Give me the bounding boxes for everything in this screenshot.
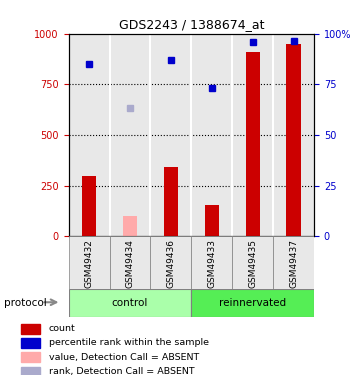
Text: count: count: [49, 324, 75, 333]
Text: GSM49437: GSM49437: [289, 239, 298, 288]
Bar: [151, 236, 191, 289]
Text: GSM49432: GSM49432: [84, 239, 93, 288]
Bar: [82, 176, 96, 236]
Bar: [191, 236, 232, 289]
Bar: [164, 167, 178, 236]
Bar: [245, 52, 260, 236]
Text: rank, Detection Call = ABSENT: rank, Detection Call = ABSENT: [49, 367, 194, 375]
Text: protocol: protocol: [4, 298, 46, 307]
Text: GSM49435: GSM49435: [248, 239, 257, 288]
Text: GSM49433: GSM49433: [207, 239, 216, 288]
Bar: [205, 205, 219, 236]
Bar: [273, 236, 314, 289]
Bar: [109, 236, 151, 289]
Bar: [123, 216, 137, 236]
Bar: [287, 44, 301, 236]
Bar: [191, 289, 314, 317]
Text: percentile rank within the sample: percentile rank within the sample: [49, 339, 209, 348]
Title: GDS2243 / 1388674_at: GDS2243 / 1388674_at: [118, 18, 264, 31]
Text: GSM49434: GSM49434: [126, 239, 134, 288]
Bar: [232, 236, 273, 289]
Text: reinnervated: reinnervated: [219, 298, 286, 308]
Text: value, Detection Call = ABSENT: value, Detection Call = ABSENT: [49, 352, 199, 362]
Bar: [21, 367, 40, 375]
Bar: [69, 289, 191, 317]
Bar: [21, 338, 40, 348]
Bar: [21, 352, 40, 362]
Bar: [21, 324, 40, 333]
Text: GSM49436: GSM49436: [166, 239, 175, 288]
Bar: [69, 236, 109, 289]
Text: control: control: [112, 298, 148, 308]
